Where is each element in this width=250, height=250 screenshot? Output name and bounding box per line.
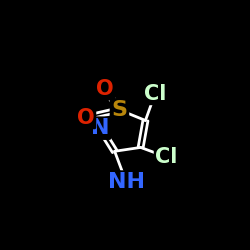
Text: Cl: Cl xyxy=(144,84,166,103)
Text: S: S xyxy=(112,100,128,120)
Text: O: O xyxy=(96,79,114,99)
Text: Cl: Cl xyxy=(156,147,178,167)
Text: N: N xyxy=(91,118,110,138)
Text: NH: NH xyxy=(108,172,145,192)
Text: O: O xyxy=(77,108,94,128)
